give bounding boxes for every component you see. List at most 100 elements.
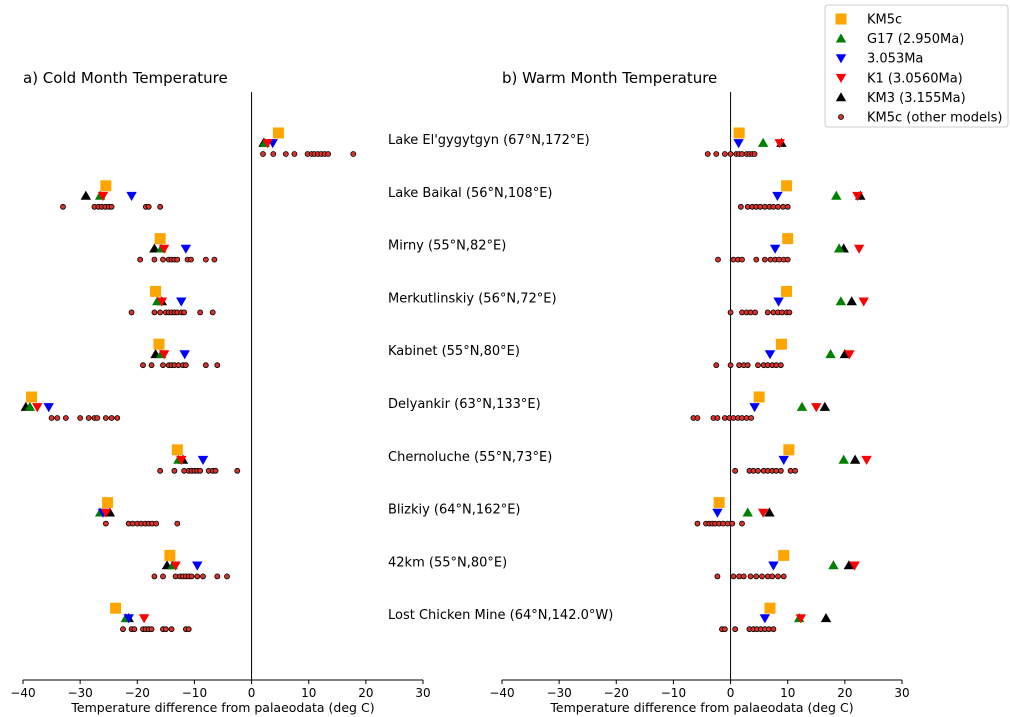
other-model-point	[181, 309, 188, 316]
other-model-point	[62, 415, 69, 421]
other-model-point	[764, 309, 771, 316]
g17-point	[757, 137, 769, 147]
ma3053-point	[123, 614, 134, 624]
legend-label: KM5c	[867, 13, 902, 28]
other-model-point	[739, 256, 745, 263]
other-model-point	[174, 520, 181, 527]
other-model-point	[727, 151, 734, 157]
site-markers	[714, 549, 860, 580]
other-model-point	[282, 151, 289, 157]
other-model-point	[714, 415, 721, 421]
panel-warm-month: b) Warm Month Temperature −40 −30 −20 −10 0 10…	[489, 69, 909, 715]
km3-point	[80, 190, 92, 200]
panel-title: a) Cold Month Temperature	[23, 69, 228, 87]
site-markers	[715, 233, 865, 263]
site-label: Merkutlinskiy (56°N,72°E)	[388, 291, 557, 306]
g17-point	[835, 296, 847, 306]
g17-point	[833, 243, 845, 253]
ma3053-point	[749, 403, 760, 413]
site-label: Mirny (55°N,82°E)	[388, 239, 506, 254]
km5c-point	[153, 338, 165, 350]
other-model-point	[694, 520, 701, 527]
legend-marker	[835, 73, 847, 83]
km3-point	[820, 613, 832, 623]
other-model-point	[270, 151, 277, 157]
k1-point	[853, 244, 865, 254]
k1-point	[844, 350, 855, 360]
other-model-point	[727, 309, 734, 316]
x-tick-label: −10	[661, 686, 686, 700]
other-model-point	[732, 626, 739, 633]
legend-entry: KM3 (3.155Ma)	[835, 91, 966, 106]
ma3053-point	[179, 350, 190, 360]
other-model-point	[200, 573, 206, 580]
other-model-point	[108, 203, 115, 210]
km5c-point	[272, 127, 284, 139]
panel-title: b) Warm Month Temperature	[502, 69, 717, 87]
km3-point	[149, 243, 160, 253]
other-model-point	[730, 573, 737, 580]
site-label: 42km (55°N,80°E)	[388, 555, 507, 570]
other-model-point	[729, 520, 736, 527]
other-model-point	[114, 415, 121, 421]
other-model-point	[214, 362, 221, 369]
other-model-point	[209, 309, 216, 316]
legend-label: K1 (3.0560Ma)	[867, 71, 963, 86]
site-markers	[704, 127, 787, 157]
site-markers	[137, 233, 218, 263]
g17-point	[838, 454, 849, 464]
other-model-point	[157, 467, 164, 474]
other-model-point	[188, 573, 195, 580]
panel-cold-month: a) Cold Month Temperature −40 −30 −20 −10 0 10…	[10, 69, 430, 715]
other-model-point	[48, 415, 55, 421]
other-model-point	[769, 573, 776, 580]
km5c-point	[778, 549, 790, 561]
site-label: Delyankir (63°N,133°E)	[388, 397, 541, 412]
legend-label: KM3 (3.155Ma)	[867, 91, 966, 106]
other-model-point	[174, 256, 181, 263]
k1-point	[170, 561, 181, 571]
other-model-point	[775, 573, 781, 580]
ma3053-point	[180, 244, 192, 254]
other-model-point	[721, 626, 728, 633]
k1-point	[32, 403, 43, 413]
legend-entry: KM5c (other models)	[838, 111, 1002, 126]
other-model-point	[748, 415, 755, 421]
site-markers	[151, 549, 230, 580]
other-model-point	[85, 415, 92, 421]
other-model-point	[775, 203, 781, 210]
k1-point	[262, 139, 273, 149]
other-model-point	[211, 256, 218, 263]
other-model-point	[145, 203, 152, 210]
other-model-point	[212, 467, 219, 474]
site-markers	[60, 180, 164, 210]
other-model-point	[160, 573, 166, 580]
site-labels: Lake El'gygytgyn (67°N,172°E) Lake Baikal…	[388, 133, 613, 623]
x-tick-label: −40	[10, 686, 35, 700]
other-model-point	[234, 467, 241, 474]
other-model-point	[197, 467, 204, 474]
x-axis-label: Temperature difference from palaeodata (…	[70, 700, 374, 715]
legend: KM5c G17 (2.950Ma) 3.053Ma K1 (3.0560Ma) KM3…	[824, 4, 1009, 128]
site-label: Kabinet (55°N,80°E)	[388, 344, 520, 359]
other-model-point	[168, 626, 175, 633]
other-model-point	[102, 520, 109, 527]
other-model-point	[162, 626, 169, 633]
k1-point	[858, 297, 869, 307]
site-markers	[737, 180, 866, 210]
x-tick-label: −20	[604, 686, 629, 700]
other-model-point	[108, 415, 115, 421]
km5c-point	[781, 285, 793, 297]
site-label: Blizkiy (64°N,162°E)	[388, 503, 521, 518]
other-model-point	[148, 362, 155, 369]
other-model-point	[102, 415, 109, 421]
other-model-point	[151, 573, 158, 580]
km5c-point	[110, 602, 122, 614]
k1-point	[811, 403, 822, 413]
k1-point	[158, 350, 170, 360]
other-model-point	[744, 362, 751, 369]
x-tick-label: 10	[301, 686, 316, 700]
other-model-point	[713, 151, 720, 157]
other-model-point	[171, 467, 178, 474]
